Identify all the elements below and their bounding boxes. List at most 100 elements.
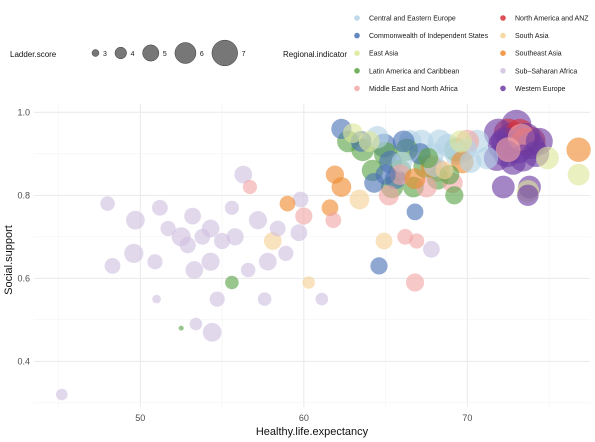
data-point-80 bbox=[409, 233, 425, 249]
data-point-23 bbox=[240, 262, 256, 278]
data-point-10 bbox=[179, 237, 196, 254]
color-legend-label-2: East Asia bbox=[369, 51, 398, 58]
data-point-70 bbox=[475, 146, 499, 170]
data-point-29 bbox=[290, 224, 308, 242]
data-point-31 bbox=[315, 292, 329, 306]
data-point-89 bbox=[349, 189, 370, 210]
data-point-28 bbox=[278, 245, 294, 261]
size-legend-title: Ladder.score bbox=[10, 50, 57, 59]
plot-panel: 50 60 70 0.4 0.6 0.8 1.0 bbox=[17, 104, 591, 423]
data-point-76 bbox=[378, 185, 399, 206]
x-tick-label-0: 50 bbox=[135, 413, 145, 423]
color-legend-label-5: North America and ANZ bbox=[515, 16, 589, 23]
color-legend-key-2 bbox=[354, 50, 360, 56]
data-point-99 bbox=[566, 137, 591, 162]
data-point-75 bbox=[325, 212, 342, 229]
y-axis-title: Social.support bbox=[3, 225, 15, 295]
data-point-51 bbox=[364, 173, 384, 193]
color-legend-key-6 bbox=[500, 32, 506, 39]
size-legend-items: 3 4 5 6 7 bbox=[91, 39, 246, 67]
data-point-33 bbox=[225, 275, 239, 290]
y-tick-label-1: 0.6 bbox=[17, 273, 30, 283]
data-point-91 bbox=[435, 161, 454, 180]
color-legend-label-0: Central and Eastern Europe bbox=[369, 16, 456, 23]
data-point-96 bbox=[404, 168, 426, 190]
data-point-5 bbox=[147, 254, 163, 270]
x-tick-label-2: 70 bbox=[462, 413, 472, 423]
data-point-18 bbox=[209, 291, 225, 307]
data-point-26 bbox=[258, 252, 277, 271]
y-tick-label-0: 0.4 bbox=[17, 356, 30, 366]
data-point-19 bbox=[214, 232, 231, 250]
data-point-21 bbox=[226, 228, 244, 246]
data-point-123 bbox=[517, 184, 539, 206]
data-point-87 bbox=[263, 232, 282, 250]
data-point-114 bbox=[491, 175, 515, 199]
data-point-16 bbox=[201, 252, 220, 271]
data-point-3 bbox=[125, 210, 145, 230]
data-point-14 bbox=[194, 228, 211, 245]
size-legend-label-5: 5 bbox=[163, 51, 167, 58]
color-legend-label-9: Western Europe bbox=[515, 86, 566, 93]
size-legend-bubble-5 bbox=[142, 44, 160, 62]
data-point-52 bbox=[370, 257, 388, 275]
size-legend-bubble-7 bbox=[211, 39, 238, 67]
color-legend-key-3 bbox=[354, 68, 360, 74]
data-point-20 bbox=[224, 200, 239, 215]
data-point-102 bbox=[449, 130, 472, 153]
size-legend-bubble-4 bbox=[114, 46, 127, 60]
color-legend-key-7 bbox=[500, 50, 506, 56]
data-point-7 bbox=[160, 220, 176, 237]
data-point-100 bbox=[343, 123, 363, 143]
data-point-47 bbox=[418, 147, 439, 169]
data-point-27 bbox=[269, 220, 286, 237]
data-point-6 bbox=[152, 199, 168, 216]
data-point-56 bbox=[392, 130, 415, 153]
color-legend-label-3: Latin America and Caribbean bbox=[369, 68, 459, 75]
data-point-93 bbox=[321, 199, 339, 217]
color-legend-key-5 bbox=[500, 15, 506, 21]
data-point-13 bbox=[189, 317, 203, 331]
data-point-8 bbox=[152, 294, 161, 304]
data-point-105 bbox=[567, 163, 590, 186]
data-point-30 bbox=[292, 191, 309, 208]
data-point-57 bbox=[406, 203, 424, 221]
data-point-68 bbox=[459, 151, 482, 174]
data-point-90 bbox=[375, 232, 393, 250]
color-legend-label-8: Sub–Saharan Africa bbox=[515, 68, 577, 75]
color-legend-key-1 bbox=[354, 32, 360, 39]
x-axis-ticks: 50 60 70 bbox=[135, 413, 472, 423]
data-point-11 bbox=[184, 207, 202, 225]
y-tick-label-2: 0.8 bbox=[17, 190, 30, 200]
x-axis-title: Healthy.life.expectancy bbox=[256, 426, 369, 438]
data-point-88 bbox=[302, 276, 316, 289]
data-point-45 bbox=[445, 186, 464, 205]
data-point-17 bbox=[202, 322, 222, 342]
color-legend-items: Central and Eastern Europe Commonwealth o… bbox=[354, 15, 589, 93]
data-point-79 bbox=[405, 273, 425, 292]
data-point-32 bbox=[423, 240, 440, 258]
y-tick-label-3: 1.0 bbox=[17, 107, 30, 117]
data-point-92 bbox=[279, 195, 296, 212]
data-point-104 bbox=[536, 146, 559, 170]
size-legend-label-3: 3 bbox=[103, 51, 107, 58]
color-legend-label-6: South Asia bbox=[515, 33, 549, 40]
size-legend-label-6: 6 bbox=[200, 51, 204, 58]
data-point-34 bbox=[178, 325, 184, 331]
size-legend-label-4: 4 bbox=[131, 51, 135, 58]
color-legend-key-4 bbox=[354, 85, 360, 92]
data-point-22 bbox=[234, 165, 253, 184]
data-point-94 bbox=[325, 165, 344, 184]
data-point-12 bbox=[185, 261, 204, 279]
color-legend-title: Regional.indicator bbox=[283, 50, 347, 59]
data-point-1 bbox=[100, 196, 115, 211]
data-points bbox=[56, 109, 591, 401]
size-legend-bubble-3 bbox=[91, 49, 100, 57]
color-legend-label-1: Commonwealth of Independent States bbox=[369, 33, 489, 40]
data-point-24 bbox=[248, 211, 268, 230]
data-point-74 bbox=[295, 207, 313, 225]
data-point-4 bbox=[124, 243, 144, 263]
data-point-101 bbox=[358, 131, 380, 152]
data-point-0 bbox=[56, 388, 68, 401]
